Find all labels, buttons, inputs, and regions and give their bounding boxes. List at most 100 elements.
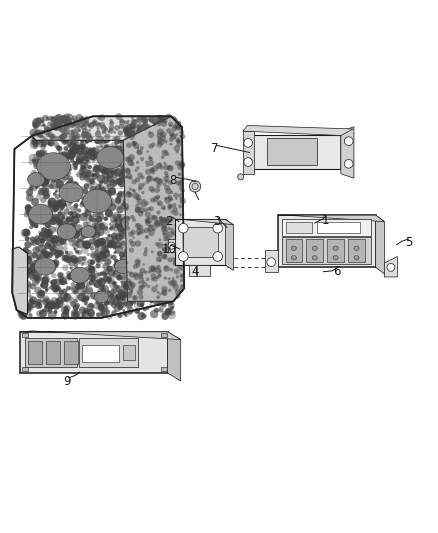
Circle shape bbox=[46, 225, 49, 228]
Circle shape bbox=[109, 280, 117, 289]
Circle shape bbox=[163, 217, 170, 224]
Circle shape bbox=[95, 133, 99, 138]
Circle shape bbox=[173, 239, 177, 243]
Bar bbox=[22, 367, 28, 371]
Circle shape bbox=[63, 293, 71, 301]
Circle shape bbox=[52, 167, 57, 172]
Circle shape bbox=[98, 136, 102, 141]
Circle shape bbox=[71, 215, 75, 220]
Circle shape bbox=[49, 217, 57, 225]
Circle shape bbox=[75, 313, 80, 318]
Circle shape bbox=[46, 240, 50, 244]
Circle shape bbox=[116, 195, 122, 201]
Circle shape bbox=[167, 236, 174, 243]
Circle shape bbox=[166, 131, 171, 136]
Circle shape bbox=[158, 210, 167, 219]
Circle shape bbox=[82, 310, 90, 318]
Circle shape bbox=[96, 189, 102, 196]
Circle shape bbox=[158, 288, 166, 296]
Circle shape bbox=[122, 245, 129, 252]
Circle shape bbox=[64, 117, 71, 123]
Circle shape bbox=[145, 220, 150, 224]
Circle shape bbox=[50, 116, 56, 122]
Circle shape bbox=[89, 181, 98, 190]
Circle shape bbox=[142, 116, 148, 122]
Circle shape bbox=[95, 263, 101, 269]
Circle shape bbox=[123, 120, 128, 126]
Circle shape bbox=[133, 169, 141, 177]
Circle shape bbox=[117, 313, 123, 318]
Circle shape bbox=[75, 144, 81, 149]
Circle shape bbox=[64, 243, 67, 246]
Circle shape bbox=[172, 265, 175, 268]
Circle shape bbox=[105, 124, 112, 132]
Circle shape bbox=[98, 305, 105, 312]
Circle shape bbox=[102, 245, 109, 251]
Circle shape bbox=[67, 122, 71, 125]
Circle shape bbox=[141, 183, 150, 191]
Circle shape bbox=[177, 134, 183, 140]
Circle shape bbox=[74, 124, 80, 130]
Circle shape bbox=[133, 295, 137, 299]
Circle shape bbox=[176, 275, 179, 279]
Circle shape bbox=[93, 226, 98, 231]
Circle shape bbox=[123, 300, 128, 305]
Circle shape bbox=[43, 155, 50, 162]
Circle shape bbox=[66, 123, 70, 126]
Circle shape bbox=[159, 280, 167, 288]
Circle shape bbox=[121, 291, 128, 297]
Circle shape bbox=[68, 238, 77, 246]
Circle shape bbox=[96, 183, 104, 191]
Circle shape bbox=[30, 284, 36, 289]
Circle shape bbox=[74, 303, 80, 309]
Circle shape bbox=[138, 312, 145, 320]
Circle shape bbox=[116, 164, 119, 167]
Circle shape bbox=[163, 213, 171, 220]
Circle shape bbox=[125, 132, 131, 138]
Circle shape bbox=[36, 139, 41, 144]
Circle shape bbox=[161, 284, 169, 292]
Circle shape bbox=[155, 131, 159, 135]
Circle shape bbox=[121, 163, 129, 171]
Circle shape bbox=[161, 167, 166, 173]
Polygon shape bbox=[341, 127, 354, 178]
Circle shape bbox=[128, 148, 133, 153]
Circle shape bbox=[111, 310, 117, 316]
Circle shape bbox=[177, 125, 181, 130]
Circle shape bbox=[89, 271, 95, 278]
Circle shape bbox=[176, 294, 180, 298]
Circle shape bbox=[178, 172, 182, 176]
Circle shape bbox=[53, 134, 58, 139]
Circle shape bbox=[42, 139, 45, 142]
Circle shape bbox=[54, 285, 60, 291]
Circle shape bbox=[73, 304, 79, 311]
Circle shape bbox=[45, 290, 48, 293]
Circle shape bbox=[111, 233, 117, 239]
Circle shape bbox=[70, 147, 78, 155]
Circle shape bbox=[161, 161, 167, 167]
Circle shape bbox=[59, 164, 65, 169]
Circle shape bbox=[116, 262, 120, 266]
Circle shape bbox=[60, 209, 64, 213]
Circle shape bbox=[138, 272, 141, 275]
Circle shape bbox=[130, 270, 138, 279]
Circle shape bbox=[144, 127, 148, 133]
Circle shape bbox=[148, 265, 155, 272]
Circle shape bbox=[97, 122, 101, 126]
Circle shape bbox=[101, 127, 108, 134]
Circle shape bbox=[107, 208, 110, 212]
Circle shape bbox=[97, 300, 103, 305]
Circle shape bbox=[107, 277, 114, 284]
Circle shape bbox=[176, 142, 181, 147]
Circle shape bbox=[133, 230, 140, 237]
Circle shape bbox=[89, 139, 92, 142]
Ellipse shape bbox=[81, 226, 95, 238]
Circle shape bbox=[53, 310, 57, 314]
Circle shape bbox=[51, 302, 55, 306]
Circle shape bbox=[164, 125, 171, 132]
Circle shape bbox=[148, 179, 155, 187]
Circle shape bbox=[149, 183, 154, 188]
Circle shape bbox=[126, 172, 131, 177]
Circle shape bbox=[63, 125, 70, 131]
Circle shape bbox=[102, 192, 110, 199]
